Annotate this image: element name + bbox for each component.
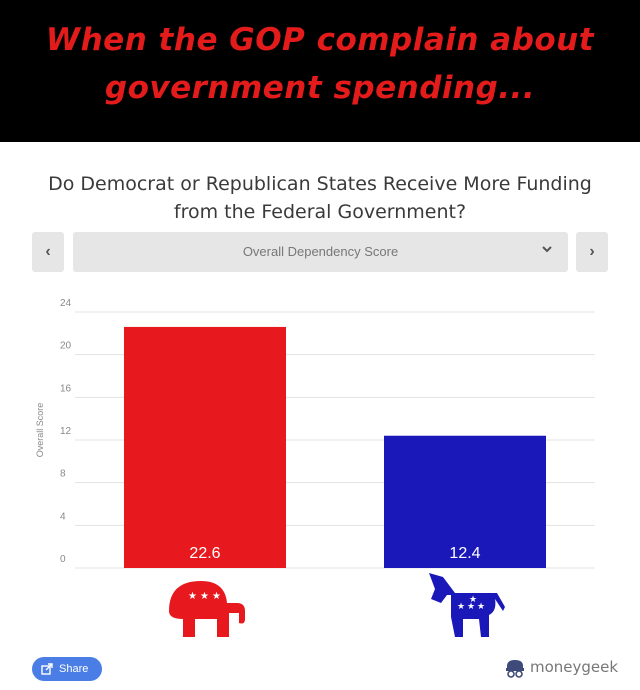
share-icon: [41, 663, 53, 675]
svg-text:★: ★: [212, 591, 221, 602]
meme-banner: When the GOP complain about government s…: [0, 0, 640, 142]
bar-chart: 0 4 8 12 16 20 24 Overall Score 22.6 12.4 ★ ★ ★…: [35, 298, 595, 637]
bar-value-label: 22.6: [189, 545, 220, 562]
y-tick-label: 4: [60, 511, 66, 522]
y-tick-label: 12: [60, 426, 72, 437]
metric-selector: ‹ Overall Dependency Score ›: [32, 232, 608, 272]
bar-value-label: 12.4: [449, 545, 480, 562]
chart-title: Do Democrat or Republican States Receive…: [20, 170, 620, 226]
svg-text:★: ★: [469, 595, 477, 605]
y-tick-label: 0: [60, 554, 66, 565]
y-axis-label: Overall Score: [35, 403, 45, 458]
svg-text:★: ★: [457, 602, 465, 612]
svg-text:★: ★: [200, 591, 209, 602]
moneygeek-logo: moneygeek: [504, 656, 624, 680]
share-button-label: Share: [59, 663, 89, 675]
y-tick-label: 8: [60, 469, 66, 480]
y-tick-label: 16: [60, 383, 72, 394]
svg-text:★: ★: [467, 602, 475, 612]
elephant-icon: ★ ★ ★: [169, 581, 245, 637]
moneygeek-wordmark: moneygeek: [530, 658, 618, 676]
banner-caption-line-1: When the GOP complain about: [45, 22, 595, 58]
chart-title-line-1: Do Democrat or Republican States Receive…: [48, 173, 592, 195]
previous-metric-button[interactable]: ‹: [32, 232, 64, 272]
svg-text:★: ★: [477, 602, 485, 612]
bars: 22.6 12.4: [124, 326, 546, 568]
svg-text:★: ★: [188, 591, 197, 602]
metric-dropdown[interactable]: Overall Dependency Score: [73, 232, 568, 272]
category-icons: ★ ★ ★ ★ ★ ★ ★: [169, 573, 505, 637]
donkey-icon: ★ ★ ★ ★: [429, 573, 505, 637]
next-metric-button[interactable]: ›: [576, 232, 608, 272]
bar-democrat: [384, 435, 546, 568]
y-tick-label: 20: [60, 341, 72, 352]
y-axis-ticks: 0 4 8 12 16 20 24: [60, 298, 72, 565]
moneygeek-logo-icon: [506, 660, 524, 678]
share-button[interactable]: Share: [32, 657, 102, 681]
y-tick-label: 24: [60, 298, 72, 309]
brand-prefix: money: [530, 658, 582, 676]
chart-title-line-2: from the Federal Government?: [173, 201, 467, 223]
brand-suffix: geek: [581, 658, 619, 676]
banner-caption-line-2: government spending...: [104, 70, 536, 106]
metric-dropdown-value: Overall Dependency Score: [242, 244, 399, 259]
chevron-down-icon: [542, 246, 552, 253]
bar-republican: [124, 326, 286, 568]
